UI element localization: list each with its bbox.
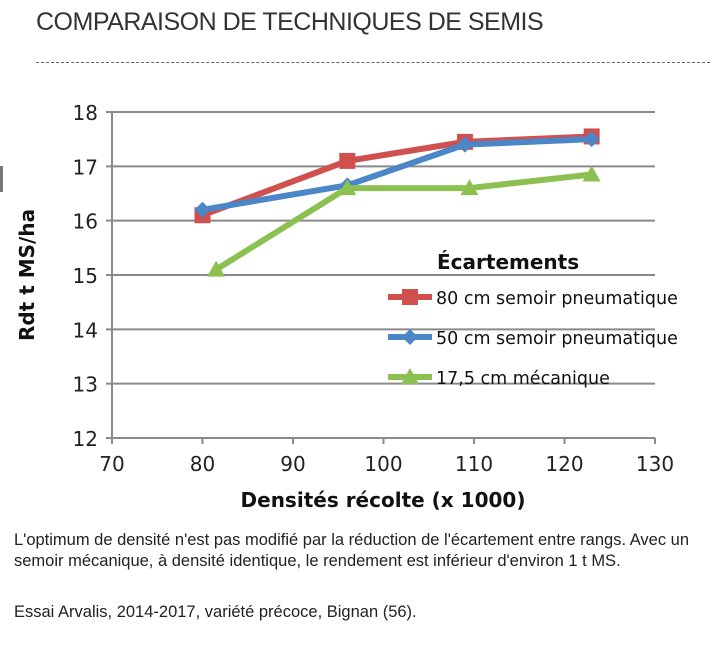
y-axis-label: Rdt t MS/ha — [15, 209, 39, 341]
x-tick-label: 70 — [99, 452, 124, 476]
line-chart: 12 13 14 15 16 17 18 70 80 90 100 110 120 130 80 cm s… — [15, 101, 678, 512]
legend-entry: 80 cm semoir pneumatique — [436, 289, 678, 309]
square-marker — [339, 152, 356, 169]
caption-text: L'optimum de densité n'est pas modifié p… — [14, 531, 690, 570]
x-tick-label: 90 — [280, 452, 305, 476]
axes: 12 13 14 15 16 17 18 70 80 90 100 110 120 130 — [73, 101, 675, 476]
y-tick-label: 12 — [73, 427, 98, 451]
legend-entry: 17,5 cm mécanique — [436, 369, 610, 389]
diamond-marker — [583, 131, 600, 148]
square-marker — [402, 289, 418, 305]
triangle-marker — [401, 368, 419, 384]
y-tick-label: 14 — [73, 318, 98, 342]
figure-title: COMPARAISON DE TECHNIQUES DE SEMIS — [36, 8, 544, 36]
source-text: Essai Arvalis, 2014-2017, variété précoc… — [14, 603, 417, 621]
triangle-marker — [338, 179, 357, 196]
x-tick-label: 80 — [190, 452, 215, 476]
legend-title: Écartements — [437, 250, 579, 274]
x-tick-label: 120 — [545, 452, 583, 476]
triangle-marker — [582, 165, 601, 182]
diamond-marker — [194, 201, 211, 218]
x-tick-label: 100 — [364, 452, 402, 476]
y-tick-label: 16 — [73, 210, 98, 234]
triangle-marker — [460, 179, 479, 196]
x-tick-label: 110 — [455, 452, 493, 476]
edge-marker — [0, 166, 3, 192]
series-line-1 — [202, 136, 592, 213]
series-line-0 — [201, 133, 592, 219]
legend-entry: 50 cm semoir pneumatique — [436, 329, 678, 349]
title-divider — [36, 62, 710, 63]
y-tick-label: 15 — [73, 264, 98, 288]
y-tick-label: 17 — [73, 155, 98, 179]
series-line-2 — [214, 171, 592, 273]
diamond-marker — [402, 329, 418, 345]
triangle-marker — [207, 260, 226, 277]
diamond-marker — [456, 136, 473, 153]
x-axis-label: Densités récolte (x 1000) — [241, 488, 526, 512]
series-layer — [194, 128, 601, 277]
grid — [106, 111, 655, 439]
legend: 80 cm semoir pneumatique 50 cm semoir pne… — [388, 289, 678, 389]
x-tick-label: 130 — [636, 452, 674, 476]
y-tick-label: 18 — [73, 101, 98, 125]
y-tick-label: 13 — [73, 373, 98, 397]
